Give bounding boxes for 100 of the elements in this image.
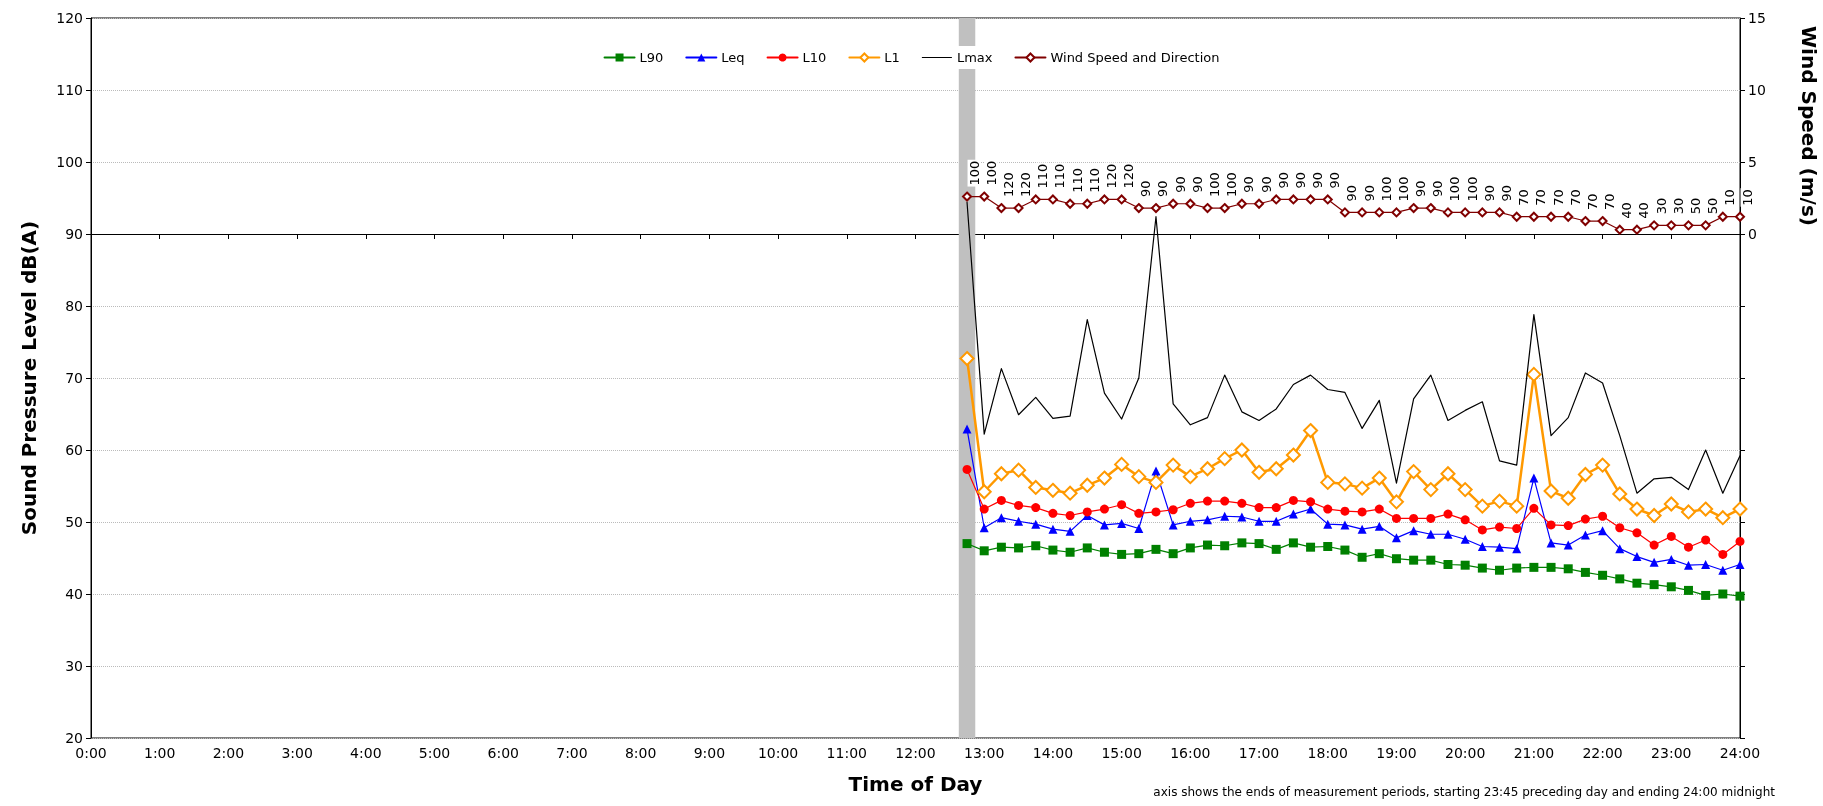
point	[1288, 495, 1298, 505]
point	[1045, 482, 1061, 498]
point	[1357, 207, 1368, 218]
point	[1306, 542, 1316, 552]
point	[1460, 534, 1470, 544]
point	[1168, 549, 1178, 559]
point	[1114, 456, 1130, 472]
point	[1409, 555, 1419, 565]
point	[1477, 207, 1488, 218]
point	[1443, 509, 1453, 519]
point	[1116, 194, 1127, 205]
point	[1735, 536, 1745, 546]
annotation: 90	[1361, 184, 1377, 202]
point	[1357, 507, 1367, 517]
point	[1237, 498, 1247, 508]
x-tick-label: 8:00	[624, 745, 657, 761]
y2-tick-label: 0	[1748, 226, 1757, 242]
point	[1735, 559, 1745, 569]
point	[1285, 447, 1301, 463]
point	[1014, 516, 1024, 526]
point	[1323, 541, 1333, 551]
point	[1028, 479, 1044, 495]
point	[1340, 545, 1350, 555]
point	[1732, 501, 1748, 517]
point	[1079, 477, 1095, 493]
point	[1683, 220, 1694, 231]
point	[1271, 516, 1281, 526]
y-tick-label: 70	[65, 370, 83, 386]
point	[1288, 538, 1298, 548]
point	[1615, 523, 1625, 533]
annotation: 110	[1086, 167, 1102, 193]
point	[1148, 474, 1164, 490]
x-tick-label: 24:00	[1719, 745, 1761, 761]
point	[1048, 524, 1058, 534]
point	[1065, 198, 1076, 209]
point	[1340, 506, 1350, 516]
point	[1391, 533, 1401, 543]
point	[1323, 504, 1333, 514]
point	[1099, 520, 1109, 530]
y-tick-label: 30	[65, 658, 83, 674]
point	[1151, 507, 1161, 517]
annotation: 100	[1464, 176, 1480, 202]
point	[1457, 482, 1473, 498]
point	[1185, 498, 1195, 508]
point	[979, 504, 989, 514]
annotation: 90	[1430, 180, 1446, 198]
point	[1546, 538, 1556, 548]
annotation: 120	[1018, 172, 1034, 198]
point	[1236, 198, 1247, 209]
x-tick-label: 20:00	[1444, 745, 1486, 761]
annotation: 90	[1344, 184, 1360, 202]
point	[1151, 544, 1161, 554]
point	[1666, 531, 1676, 541]
point	[1632, 528, 1642, 538]
point	[1735, 591, 1745, 601]
point	[1200, 461, 1216, 477]
x-tick-label: 12:00	[895, 745, 936, 761]
legend-label: L1	[884, 50, 900, 65]
y2-tick-label: 15	[1748, 10, 1766, 26]
point	[1683, 542, 1693, 552]
point	[1134, 508, 1144, 518]
point	[1268, 461, 1284, 477]
point	[1528, 211, 1539, 222]
point	[1048, 508, 1058, 518]
point	[1546, 562, 1556, 572]
point	[1701, 559, 1711, 569]
point	[962, 424, 972, 434]
point	[1374, 521, 1384, 531]
point	[1047, 194, 1058, 205]
point	[1511, 211, 1522, 222]
y-tick-label: 80	[65, 298, 83, 314]
point	[1529, 503, 1539, 513]
point	[1254, 516, 1264, 526]
point	[1374, 207, 1385, 218]
annotation: 120	[1103, 163, 1119, 189]
x-tick-label: 19:00	[1376, 745, 1417, 761]
point	[1234, 442, 1250, 458]
x-tick-label: 3:00	[281, 745, 313, 761]
x-tick-label: 4:00	[350, 745, 382, 761]
point	[1495, 522, 1505, 532]
y2-tick-label: 5	[1748, 154, 1757, 170]
point	[1494, 207, 1505, 218]
x-tick-label: 6:00	[487, 745, 519, 761]
annotation: 110	[1035, 163, 1051, 189]
point	[1563, 564, 1573, 574]
point	[1700, 220, 1711, 231]
point	[1666, 554, 1676, 564]
y-tick-label: 60	[65, 442, 83, 458]
point	[1426, 555, 1436, 565]
point	[1271, 503, 1281, 513]
point	[1306, 497, 1316, 507]
point	[1666, 220, 1677, 231]
point	[1597, 216, 1608, 227]
annotation: 40	[1636, 202, 1652, 219]
x-tick-label: 21:00	[1513, 745, 1555, 761]
point	[1099, 547, 1109, 557]
point	[1203, 540, 1213, 550]
point	[1048, 545, 1058, 555]
point	[1031, 541, 1041, 551]
point	[1065, 511, 1075, 521]
